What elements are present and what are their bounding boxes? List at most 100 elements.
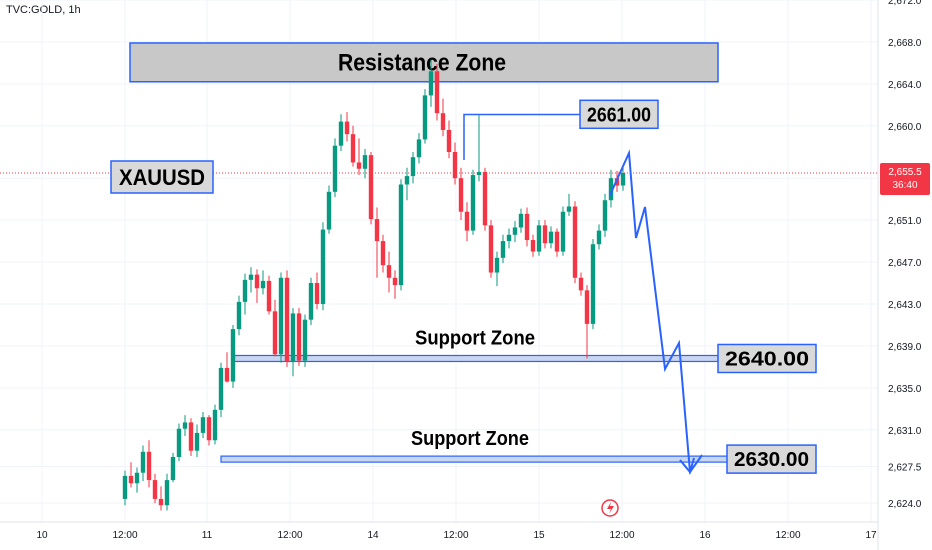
price-label-box: [717, 343, 817, 374]
symbol-label: TVC:GOLD, 1h: [6, 4, 81, 16]
candle-body: [182, 422, 188, 429]
candle-body: [242, 279, 248, 302]
candle: [194, 424, 200, 458]
candle: [188, 418, 194, 456]
candle-body: [512, 227, 518, 235]
candle-body: [488, 225, 494, 273]
candle-body: [314, 283, 320, 304]
candle: [530, 234, 536, 257]
candle-body: [266, 280, 272, 312]
candle: [440, 98, 446, 137]
candle-body: [452, 151, 458, 179]
candle: [284, 270, 290, 367]
candle: [308, 277, 314, 325]
candle: [416, 133, 422, 164]
candle-body: [260, 280, 266, 289]
candle: [134, 467, 140, 493]
candle-body: [200, 417, 206, 433]
candle-body: [236, 301, 242, 330]
y-tick-label: 2,651.0: [888, 216, 922, 227]
candle: [500, 234, 506, 264]
candle-body: [176, 428, 182, 458]
price-tag-countdown: 36:40: [892, 180, 917, 191]
x-tick-label: 12:00: [277, 530, 302, 541]
candle-body: [524, 213, 530, 241]
candle-body: [446, 129, 452, 152]
candle: [146, 440, 152, 488]
candle: [566, 193, 572, 216]
x-tick-label: 10: [36, 530, 48, 541]
candle: [164, 473, 170, 511]
candle-body: [410, 157, 416, 177]
candle-body: [284, 277, 290, 362]
candle-body: [272, 311, 278, 355]
candle: [338, 114, 344, 151]
candle-body: [596, 230, 602, 245]
x-tick-label: 12:00: [609, 530, 634, 541]
candle-body: [122, 475, 128, 499]
candle-body: [554, 231, 560, 252]
candle-body: [278, 277, 284, 355]
x-tick-label: 17: [865, 530, 877, 541]
y-axis: 2,624.0 2,627.5 2,631.0 2,635.0 2,639.0 2,643…: [877, 0, 922, 550]
candle: [476, 115, 482, 182]
candle: [422, 89, 428, 144]
candle: [140, 445, 146, 482]
candle: [518, 208, 524, 233]
candle: [428, 59, 434, 107]
support-zone-lower-label: Support Zone: [411, 428, 529, 450]
candle: [590, 238, 596, 330]
candle-body: [548, 231, 554, 244]
candle-body: [506, 234, 512, 242]
candle-body: [308, 283, 314, 320]
candle: [572, 201, 578, 284]
candle: [212, 404, 218, 445]
candle: [122, 470, 128, 506]
grid: [0, 0, 878, 522]
candle-body: [338, 121, 344, 146]
y-tick-label: 2,672.0: [888, 0, 922, 7]
x-tick-label: 12:00: [775, 530, 800, 541]
x-tick-label: 12:00: [112, 530, 137, 541]
candle: [128, 462, 134, 488]
forecast-path: [609, 149, 703, 475]
candle: [290, 308, 296, 377]
candle-body: [290, 313, 296, 362]
candle: [152, 473, 158, 504]
candle-body: [482, 171, 488, 226]
candle: [560, 206, 566, 256]
price-label-box: [579, 99, 659, 130]
candle: [176, 423, 182, 462]
candle: [326, 185, 332, 234]
x-axis: 10 12:00 11 12:00 14 12:00 15 12:00 16 12:00 17: [0, 521, 878, 541]
candle-body: [350, 134, 356, 163]
candle: [434, 63, 440, 121]
candle-body: [560, 211, 566, 252]
price-label-text: 2640.00: [725, 348, 809, 370]
candle: [494, 251, 500, 287]
price-label-text: 2661.00: [587, 104, 651, 126]
pointer-line: [463, 113, 580, 160]
candle: [596, 224, 602, 250]
price-tag-bg: [880, 162, 930, 195]
candle-body: [440, 113, 446, 130]
candle: [536, 220, 542, 256]
candle: [398, 179, 404, 291]
resistance-zone-label: Resistance Zone: [338, 49, 506, 76]
candle: [248, 267, 254, 293]
candle-body: [458, 178, 464, 212]
candle: [524, 207, 530, 247]
last-price-tag: 2,655.5 36:40: [880, 162, 930, 195]
candle-body: [248, 274, 254, 280]
candle-body: [434, 71, 440, 114]
candle: [254, 269, 260, 303]
candle-body: [608, 178, 614, 201]
candle-body: [326, 191, 332, 230]
candle: [602, 193, 608, 237]
candle: [350, 125, 356, 167]
candle-body: [164, 480, 170, 506]
resistance-zone: [129, 42, 719, 83]
candles[interactable]: [122, 59, 626, 511]
candle-body: [584, 290, 590, 324]
